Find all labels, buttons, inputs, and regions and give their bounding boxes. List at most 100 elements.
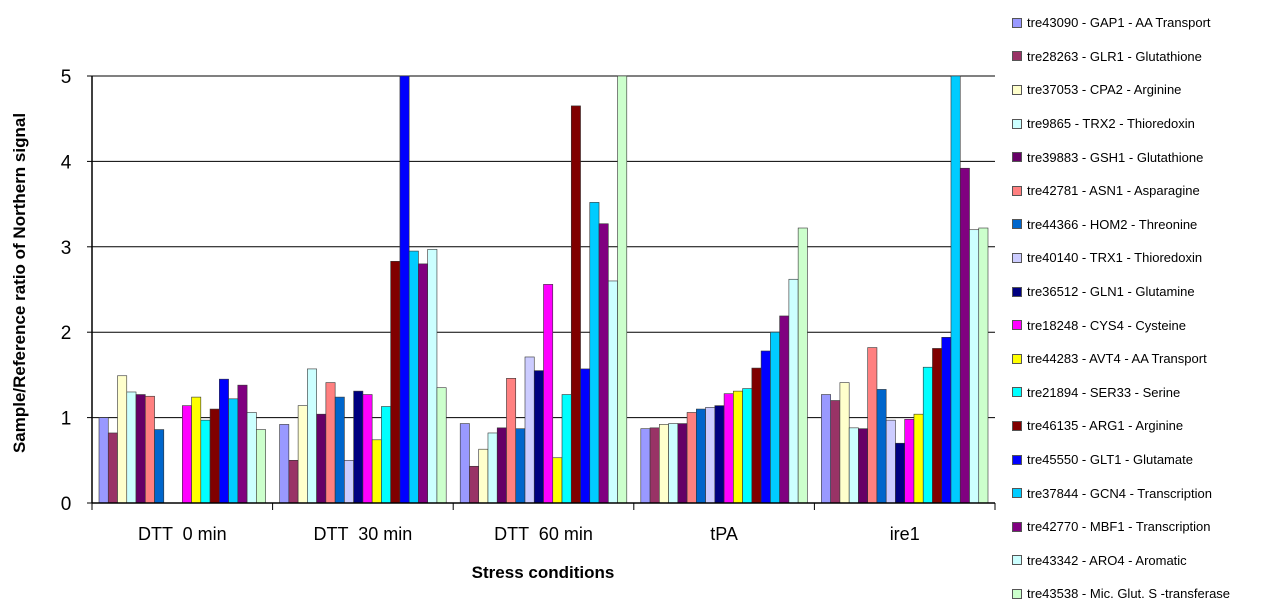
bar xyxy=(126,391,137,504)
bar xyxy=(154,429,165,504)
bar xyxy=(325,382,336,504)
legend-label: tre42781 - ASN1 - Asparagine xyxy=(1027,183,1200,199)
y-tick-label: 0 xyxy=(61,494,72,515)
bar xyxy=(969,229,980,504)
legend-item: tre43090 - GAP1 - AA Transport xyxy=(1012,6,1278,40)
bar xyxy=(913,413,924,504)
bar xyxy=(344,459,354,504)
bar xyxy=(297,405,308,504)
bar xyxy=(135,394,146,504)
bar xyxy=(98,417,109,504)
bar xyxy=(487,432,498,504)
bar xyxy=(742,388,753,504)
bar xyxy=(770,331,780,504)
bar xyxy=(381,406,391,504)
bar xyxy=(797,227,808,504)
bar xyxy=(436,387,447,504)
bar xyxy=(200,419,211,504)
legend-swatch xyxy=(1012,51,1022,62)
bar xyxy=(950,75,961,504)
bar xyxy=(941,337,952,504)
bar xyxy=(561,394,572,504)
legend-swatch xyxy=(1012,286,1022,297)
bar xyxy=(723,393,734,504)
bar xyxy=(922,366,933,504)
legend-item: tre18248 - CYS4 - Cysteine xyxy=(1012,308,1278,342)
bar xyxy=(399,75,410,504)
legend-swatch xyxy=(1012,118,1022,129)
bar xyxy=(316,413,327,504)
bar xyxy=(696,408,706,504)
bar xyxy=(191,396,202,504)
y-tick-label: 1 xyxy=(61,409,72,430)
bar xyxy=(867,347,878,504)
bar xyxy=(408,250,419,504)
bar xyxy=(617,75,628,504)
bar xyxy=(848,427,859,504)
legend-swatch xyxy=(1012,84,1022,95)
legend-item: tre44283 - AVT4 - AA Transport xyxy=(1012,342,1278,376)
bar xyxy=(533,370,544,504)
legend-label: tre42770 - MBF1 - Transcription xyxy=(1027,519,1211,535)
y-axis-title: Sample/Reference ratio of Northern signa… xyxy=(10,113,29,453)
bar xyxy=(589,202,600,504)
bar xyxy=(144,395,155,504)
bar xyxy=(107,432,118,504)
legend-swatch xyxy=(1012,185,1022,196)
bar xyxy=(362,394,373,504)
bar xyxy=(237,384,248,504)
bar xyxy=(904,419,915,504)
bar xyxy=(117,375,128,504)
legend-swatch xyxy=(1012,454,1022,465)
bar xyxy=(496,427,507,504)
legend-label: tre40140 - TRX1 - Thioredoxin xyxy=(1027,250,1203,266)
bar xyxy=(334,396,345,504)
legend-swatch xyxy=(1012,555,1022,566)
legend-item: tre43342 - ARO4 - Aromatic xyxy=(1012,544,1278,578)
x-category-label: DTT 60 min xyxy=(494,524,593,544)
bar xyxy=(959,167,970,504)
bar xyxy=(570,105,581,504)
bar xyxy=(760,350,771,504)
legend-label: tre46135 - ARG1 - Arginine xyxy=(1027,418,1184,434)
legend-label: tre37844 - GCN4 - Transcription xyxy=(1027,485,1212,501)
legend-swatch xyxy=(1012,152,1022,163)
legend-swatch xyxy=(1012,521,1022,532)
bar xyxy=(228,398,239,504)
bar xyxy=(279,424,290,504)
bar xyxy=(459,423,470,504)
legend-label: tre43090 - GAP1 - AA Transport xyxy=(1027,15,1211,31)
legend-label: tre28263 - GLR1 - Glutathione xyxy=(1027,48,1202,64)
bar xyxy=(705,407,716,504)
bar xyxy=(353,390,364,504)
bar xyxy=(515,428,526,504)
bars xyxy=(98,75,989,504)
bar xyxy=(219,378,229,504)
legend-swatch xyxy=(1012,17,1022,28)
legend-swatch xyxy=(1012,320,1022,331)
legend-item: tre40140 - TRX1 - Thioredoxin xyxy=(1012,241,1278,275)
legend-item: tre37844 - GCN4 - Transcription xyxy=(1012,476,1278,510)
y-tick-label: 3 xyxy=(61,238,72,259)
bar xyxy=(932,348,943,504)
legend-swatch xyxy=(1012,252,1022,263)
legend-item: tre39883 - GSH1 - Glutathione xyxy=(1012,140,1278,174)
legend-swatch xyxy=(1012,488,1022,499)
legend: tre43090 - GAP1 - AA Transport tre28263 -… xyxy=(1012,6,1278,611)
bar xyxy=(390,261,401,504)
legend-swatch xyxy=(1012,219,1022,230)
bar xyxy=(607,280,618,504)
legend-label: tre39883 - GSH1 - Glutathione xyxy=(1027,149,1204,165)
x-category-label: DTT 0 min xyxy=(138,524,227,544)
legend-label: tre43538 - Mic. Glut. S -transferase xyxy=(1027,586,1231,602)
legend-item: tre36512 - GLN1 - Glutamine xyxy=(1012,275,1278,309)
bar xyxy=(668,423,679,504)
legend-swatch xyxy=(1012,420,1022,431)
legend-swatch xyxy=(1012,353,1022,364)
bar xyxy=(686,412,697,504)
bar xyxy=(876,389,887,504)
bar xyxy=(418,263,428,504)
bar xyxy=(307,368,317,504)
bar xyxy=(640,428,651,504)
legend-item: tre21894 - SER33 - Serine xyxy=(1012,376,1278,410)
